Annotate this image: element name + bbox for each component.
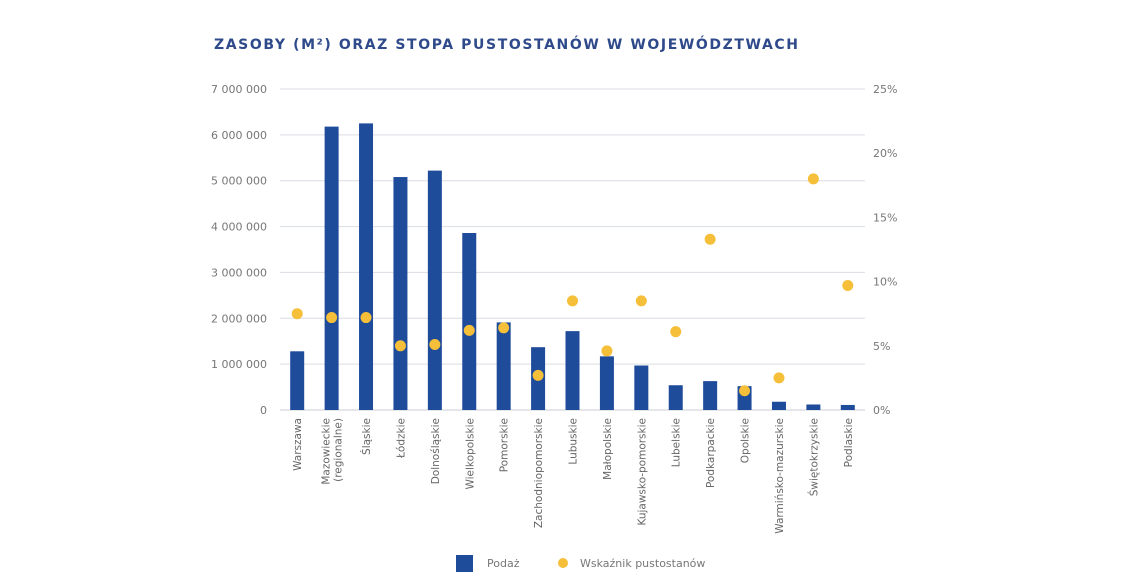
legend-label: Podaż: [487, 557, 520, 570]
bar: [393, 177, 408, 410]
bar: [496, 322, 511, 410]
data-point: [463, 324, 475, 336]
category-label: Świętokrzyskie: [807, 418, 820, 496]
left-axis-tick-label: 6 000 000: [211, 129, 267, 142]
left-axis-tick-label: 0: [260, 404, 267, 417]
data-point: [601, 345, 613, 357]
category-label: Opolskie: [740, 418, 752, 463]
category-label: Dolnośląskie: [430, 418, 442, 484]
data-point: [704, 233, 716, 245]
right-axis-tick-label: 15%: [873, 211, 897, 224]
category-label: Warszawa: [292, 418, 304, 471]
category-label: Warmińsko-mazurskie: [774, 418, 786, 534]
data-point: [670, 326, 682, 338]
category-label: Wielkopolskie: [464, 418, 476, 490]
category-label: (regionalne): [333, 418, 345, 482]
data-point: [360, 312, 372, 324]
right-axis-tick-label: 5%: [873, 340, 890, 353]
bar: [668, 385, 683, 410]
category-label: Podkarpackie: [705, 418, 717, 488]
category-label: Pomorskie: [499, 418, 511, 472]
bars: [290, 123, 855, 411]
data-point: [291, 308, 303, 320]
bar: [634, 365, 649, 410]
bar: [703, 381, 718, 410]
category-label: Mazowieckie: [321, 418, 333, 485]
right-axis-tick-label: 10%: [873, 276, 897, 289]
bar: [427, 170, 442, 410]
bar: [359, 123, 374, 411]
category-label: Kujawsko-pomorskie: [636, 418, 648, 526]
data-point: [635, 295, 647, 307]
bar: [771, 401, 786, 410]
right-axis-tick-label: 25%: [873, 83, 897, 96]
data-point: [773, 372, 785, 384]
bar: [840, 404, 855, 410]
category-label: Lubuskie: [568, 418, 580, 465]
data-point: [739, 385, 751, 397]
category-label: Lubelskie: [671, 418, 683, 467]
category-label: Śląskie: [360, 418, 373, 455]
data-point: [842, 279, 854, 291]
data-point: [567, 295, 578, 307]
right-axis-tick-label: 20%: [873, 147, 897, 160]
right-axis: 0% 5% 10% 15% 20% 25%: [873, 83, 897, 417]
data-point: [429, 339, 441, 351]
vacancy-points: [291, 173, 854, 397]
data-point: [807, 173, 819, 185]
bar: [290, 351, 305, 410]
data-point: [532, 369, 544, 381]
left-axis-tick-label: 7 000 000: [211, 83, 267, 96]
right-axis-tick-label: 0%: [873, 404, 890, 417]
category-label: Małopolskie: [602, 418, 614, 480]
left-axis: 0 1 000 000 2 000 000 3 000 000 4 000 000 5 0…: [211, 83, 267, 417]
bar: [565, 331, 580, 410]
legend-swatch-circle: [558, 558, 568, 568]
legend-label: Wskaźnik pustostanów: [580, 557, 705, 570]
left-axis-tick-label: 5 000 000: [211, 175, 267, 188]
bar: [599, 356, 614, 410]
category-label: Łódzkie: [395, 418, 407, 459]
bar: [324, 126, 339, 411]
legend: Podaż Wskaźnik pustostanów: [456, 555, 705, 572]
left-axis-tick-label: 4 000 000: [211, 221, 267, 234]
left-axis-tick-label: 3 000 000: [211, 266, 267, 279]
legend-swatch-square: [456, 555, 473, 572]
data-point: [394, 340, 406, 352]
category-label: Zachodniopomorskie: [533, 418, 545, 528]
chart-title: ZASOBY (M²) ORAZ STOPA PUSTOSTANÓW W WOJ…: [214, 37, 800, 53]
left-axis-tick-label: 1 000 000: [211, 358, 267, 371]
bar: [462, 232, 477, 410]
category-label: Podlaskie: [843, 418, 855, 467]
category-axis: Warszawa Mazowieckie (regionalne) Śląskie Łó…: [292, 418, 855, 534]
data-point: [326, 312, 338, 324]
bar: [806, 404, 821, 410]
left-axis-tick-label: 2 000 000: [211, 312, 267, 325]
data-point: [498, 322, 510, 334]
